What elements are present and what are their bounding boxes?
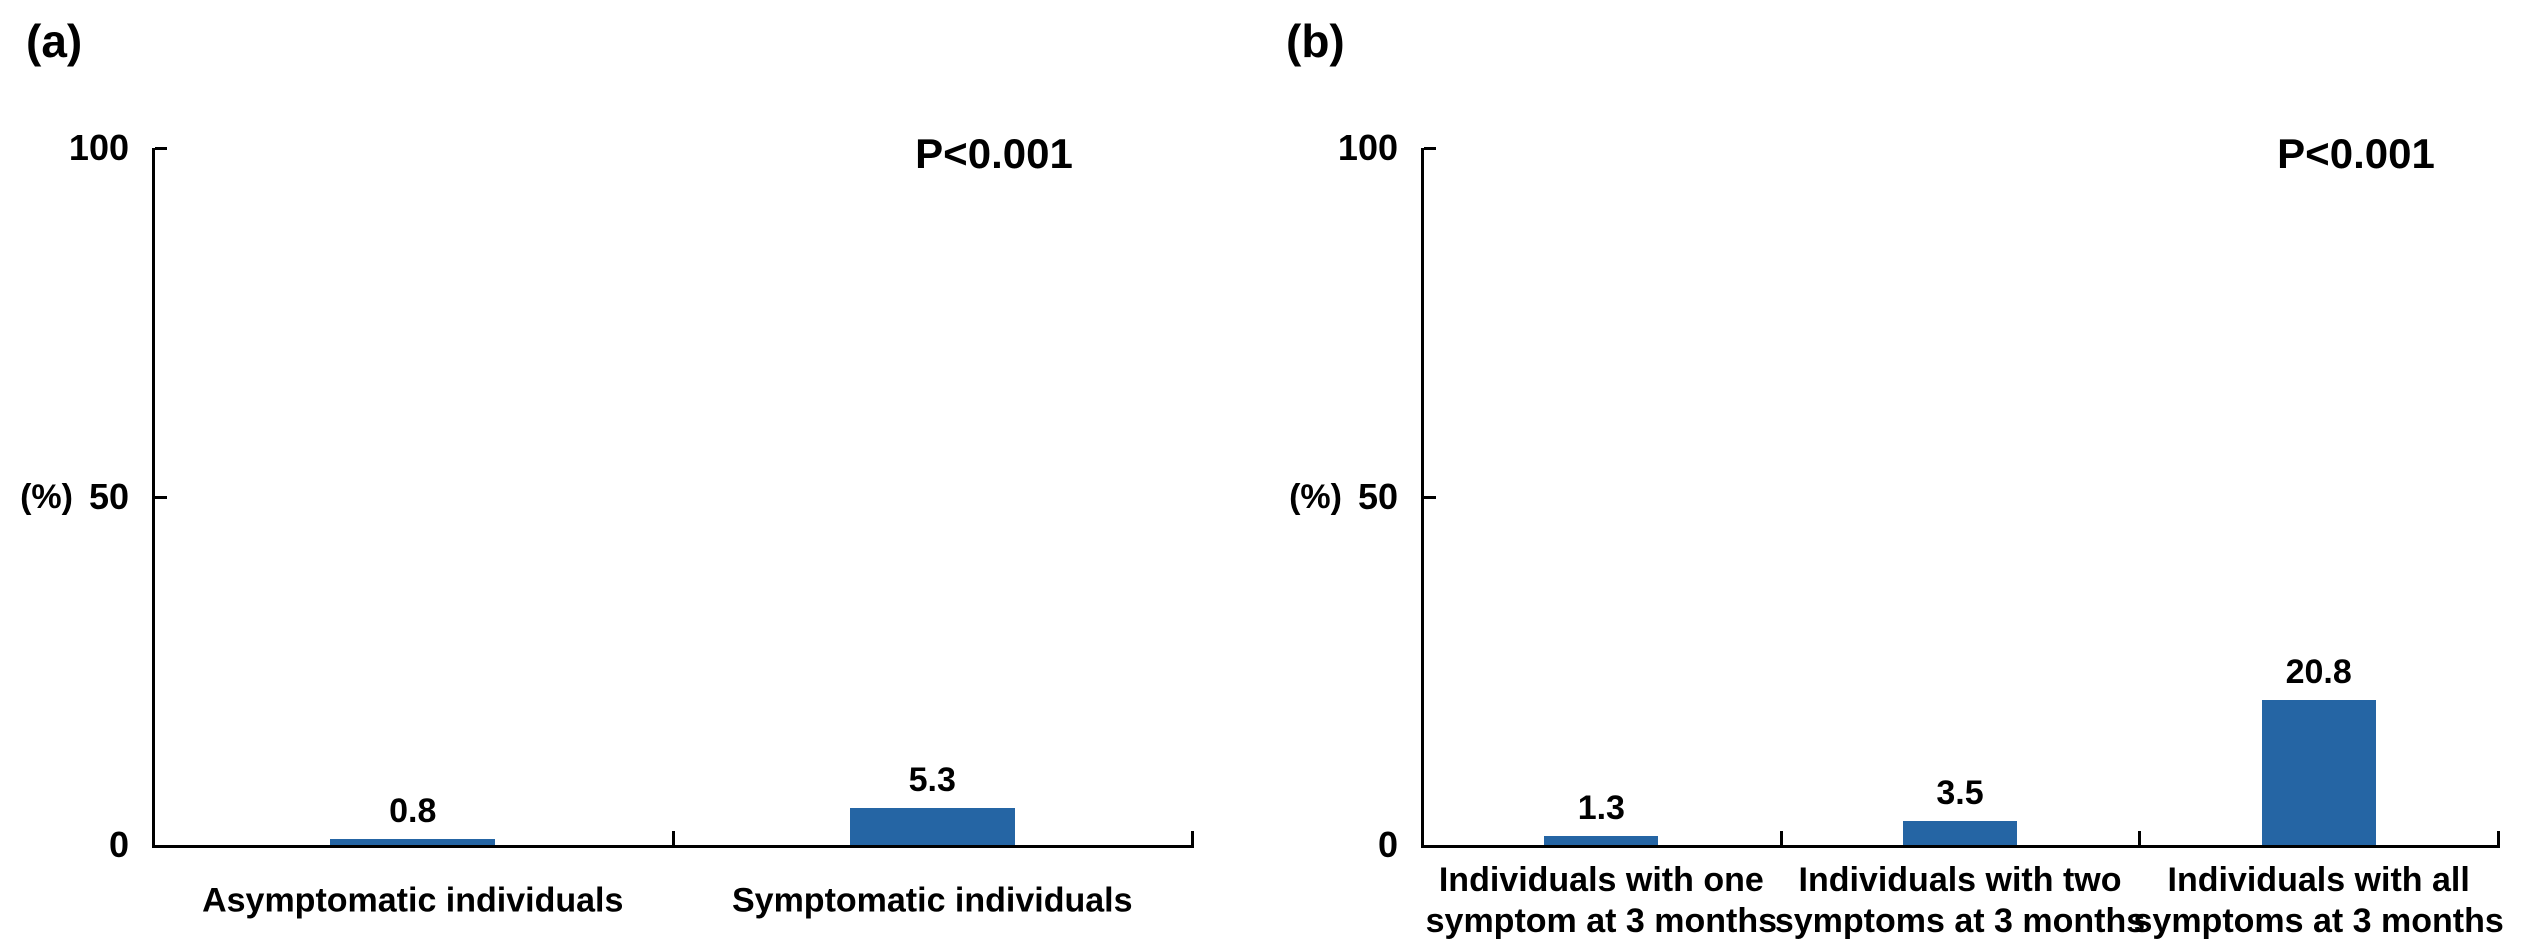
- bar-value-label: 1.3: [1577, 789, 1625, 827]
- bar: [849, 808, 1015, 845]
- x-category-label: Individuals with all symptoms at 3 month…: [2133, 861, 2504, 940]
- bar: [2261, 700, 2376, 845]
- y-tick-label: 100: [68, 127, 129, 168]
- bar-value-label: 20.8: [2285, 653, 2352, 691]
- y-axis-unit-label: (%): [20, 477, 73, 516]
- x-axis-line: [152, 845, 1194, 848]
- y-axis-line: [152, 148, 155, 848]
- panel-a-pvalue-annotation: P<0.001: [915, 130, 1073, 177]
- x-axis-tick: [1779, 831, 1783, 845]
- x-category-label: Individuals with two symptoms at 3 month…: [1774, 861, 2146, 940]
- bar: [1903, 821, 2017, 845]
- x-category-label: Asymptomatic individuals: [202, 881, 624, 920]
- x-axis-tick: [671, 831, 675, 845]
- y-tick-label: 50: [88, 475, 129, 517]
- y-tick-label: 50: [1357, 475, 1398, 517]
- x-axis-end-tick: [1191, 831, 1194, 845]
- x-axis-end-tick: [2497, 831, 2500, 845]
- bar: [330, 839, 496, 845]
- y-axis-line: [1421, 148, 1424, 848]
- panel-a-label: (a): [26, 15, 83, 67]
- panel-b-label: (b): [1286, 15, 1345, 67]
- y-axis-tick: [1424, 495, 1436, 499]
- bar-value-label: 5.3: [908, 761, 956, 799]
- panel-b-pvalue-annotation: P<0.001: [2277, 130, 2435, 177]
- y-tick-label: 0: [108, 824, 129, 865]
- x-axis-tick: [2138, 831, 2142, 845]
- y-tick-label: 100: [1337, 127, 1398, 168]
- y-axis-tick: [155, 147, 167, 150]
- bar-value-label: 3.5: [1936, 774, 1984, 812]
- x-category-label: Symptomatic individuals: [731, 881, 1133, 920]
- y-axis-tick: [1424, 147, 1436, 150]
- x-axis-line: [1421, 845, 2500, 848]
- y-tick-label: 0: [1377, 824, 1398, 865]
- y-axis-unit-label: (%): [1289, 477, 1342, 516]
- y-axis-tick: [155, 495, 167, 499]
- x-category-label: Individuals with one symptom at 3 months: [1425, 861, 1778, 940]
- bar-value-label: 0.8: [389, 792, 437, 830]
- bar: [1544, 836, 1659, 845]
